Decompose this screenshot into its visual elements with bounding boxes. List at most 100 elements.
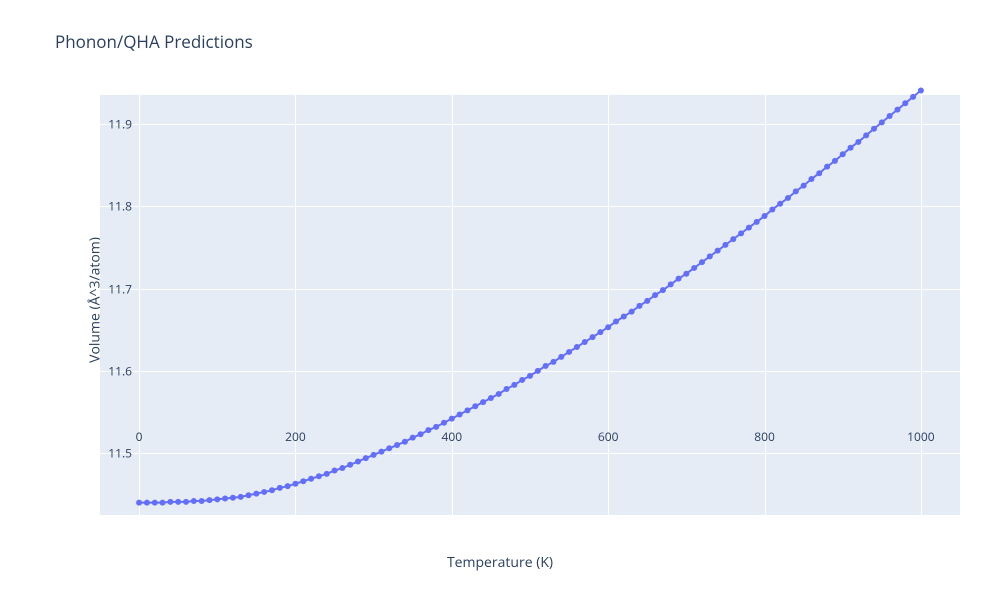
data-point[interactable] — [378, 449, 384, 455]
data-point[interactable] — [386, 445, 392, 451]
data-point[interactable] — [418, 431, 424, 437]
data-point[interactable] — [206, 497, 212, 503]
data-point[interactable] — [590, 334, 596, 340]
data-point[interactable] — [730, 236, 736, 242]
data-point[interactable] — [136, 500, 142, 506]
data-point[interactable] — [550, 359, 556, 365]
data-point[interactable] — [152, 500, 158, 506]
data-point[interactable] — [527, 373, 533, 379]
data-point[interactable] — [183, 499, 189, 505]
data-point[interactable] — [472, 403, 478, 409]
data-point[interactable] — [887, 113, 893, 119]
data-point[interactable] — [253, 491, 259, 497]
data-point[interactable] — [339, 465, 345, 471]
data-point[interactable] — [676, 276, 682, 282]
data-point[interactable] — [355, 458, 361, 464]
data-point[interactable] — [683, 271, 689, 277]
data-point[interactable] — [574, 344, 580, 350]
data-point[interactable] — [621, 314, 627, 320]
data-point[interactable] — [699, 259, 705, 265]
data-point[interactable] — [746, 225, 752, 231]
data-point[interactable] — [160, 500, 166, 506]
data-point[interactable] — [371, 452, 377, 458]
data-point[interactable] — [605, 324, 611, 330]
plot-area[interactable] — [100, 95, 960, 515]
data-point[interactable] — [668, 281, 674, 287]
data-point[interactable] — [652, 292, 658, 298]
data-point[interactable] — [535, 368, 541, 374]
data-point[interactable] — [543, 363, 549, 369]
data-point[interactable] — [566, 349, 572, 355]
data-point[interactable] — [324, 471, 330, 477]
data-point[interactable] — [214, 496, 220, 502]
data-point[interactable] — [879, 119, 885, 125]
data-point[interactable] — [230, 495, 236, 501]
data-point[interactable] — [762, 213, 768, 219]
data-point[interactable] — [824, 164, 830, 170]
data-point[interactable] — [425, 427, 431, 433]
data-point[interactable] — [464, 407, 470, 413]
data-point[interactable] — [480, 399, 486, 405]
data-point[interactable] — [332, 468, 338, 474]
data-point[interactable] — [308, 476, 314, 482]
data-point[interactable] — [808, 176, 814, 182]
data-point[interactable] — [269, 487, 275, 493]
data-point[interactable] — [597, 329, 603, 335]
data-point[interactable] — [848, 145, 854, 151]
data-point[interactable] — [191, 498, 197, 504]
data-point[interactable] — [918, 87, 924, 93]
data-point[interactable] — [246, 492, 252, 498]
data-point[interactable] — [347, 462, 353, 468]
data-point[interactable] — [910, 94, 916, 100]
data-point[interactable] — [644, 298, 650, 304]
data-point[interactable] — [722, 242, 728, 248]
data-point[interactable] — [457, 412, 463, 418]
data-point[interactable] — [832, 158, 838, 164]
data-point[interactable] — [261, 489, 267, 495]
data-point[interactable] — [238, 494, 244, 500]
data-point[interactable] — [410, 435, 416, 441]
data-point[interactable] — [488, 395, 494, 401]
data-point[interactable] — [902, 100, 908, 106]
data-point[interactable] — [199, 498, 205, 504]
data-point[interactable] — [433, 424, 439, 430]
data-point[interactable] — [840, 151, 846, 157]
data-point[interactable] — [707, 253, 713, 259]
data-point[interactable] — [855, 139, 861, 145]
data-point[interactable] — [504, 386, 510, 392]
series-line[interactable] — [139, 90, 921, 502]
data-point[interactable] — [441, 420, 447, 426]
data-point[interactable] — [402, 439, 408, 445]
data-point[interactable] — [558, 354, 564, 360]
data-point[interactable] — [660, 287, 666, 293]
data-point[interactable] — [144, 500, 150, 506]
data-point[interactable] — [394, 442, 400, 448]
data-point[interactable] — [511, 382, 517, 388]
data-series[interactable] — [100, 95, 960, 515]
data-point[interactable] — [167, 499, 173, 505]
data-point[interactable] — [582, 339, 588, 345]
data-point[interactable] — [285, 483, 291, 489]
data-point[interactable] — [300, 478, 306, 484]
data-point[interactable] — [793, 188, 799, 194]
data-point[interactable] — [316, 473, 322, 479]
data-point[interactable] — [292, 481, 298, 487]
data-point[interactable] — [894, 107, 900, 113]
data-point[interactable] — [738, 230, 744, 236]
data-point[interactable] — [222, 496, 228, 502]
data-point[interactable] — [613, 318, 619, 324]
data-point[interactable] — [863, 132, 869, 138]
data-point[interactable] — [277, 485, 283, 491]
data-point[interactable] — [175, 499, 181, 505]
data-point[interactable] — [629, 309, 635, 315]
data-point[interactable] — [871, 126, 877, 132]
data-point[interactable] — [801, 183, 807, 189]
data-point[interactable] — [769, 206, 775, 212]
data-point[interactable] — [449, 416, 455, 422]
data-point[interactable] — [519, 377, 525, 383]
data-point[interactable] — [777, 201, 783, 207]
data-point[interactable] — [363, 455, 369, 461]
data-point[interactable] — [785, 195, 791, 201]
data-point[interactable] — [496, 391, 502, 397]
data-point[interactable] — [691, 265, 697, 271]
